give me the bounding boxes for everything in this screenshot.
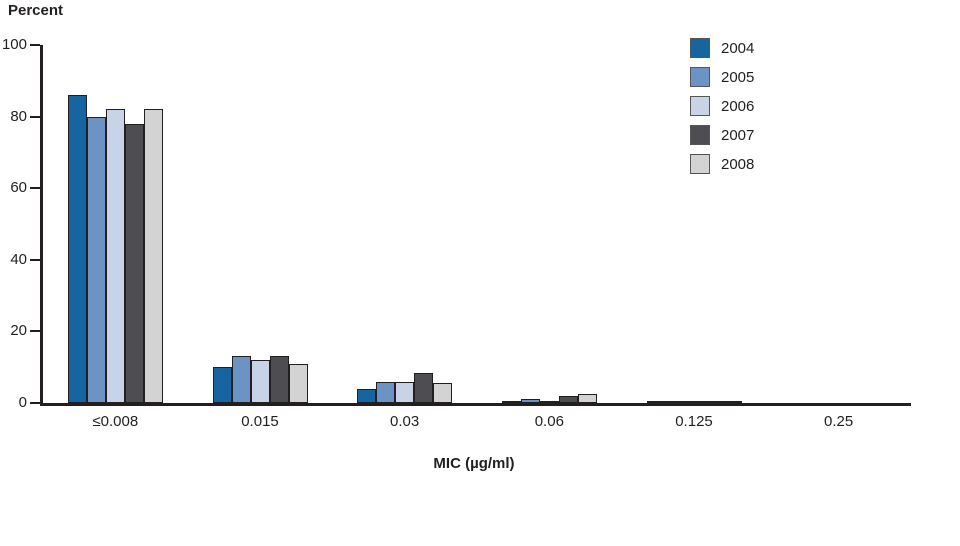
bar-group (501, 394, 597, 403)
bar-2006 (105, 109, 125, 403)
bar-2006 (395, 382, 415, 403)
bar-2004 (501, 401, 521, 403)
legend-label: 2007 (721, 126, 755, 144)
x-tick-label: 0.06 (534, 413, 564, 430)
y-tick-mark (30, 115, 40, 118)
y-tick-label: 0 (18, 394, 27, 411)
bar-2008 (433, 383, 453, 403)
y-tick-label: 60 (10, 179, 27, 197)
bar-group (357, 373, 453, 403)
legend-swatch-icon (690, 125, 710, 145)
bar-2007 (414, 373, 434, 403)
bar-2004 (67, 95, 87, 403)
x-axis-label: MIC (µg/ml) (433, 455, 515, 472)
legend-item: 2008 (690, 154, 754, 174)
x-tick-label: 0.125 (675, 413, 713, 430)
legend-item: 2006 (690, 96, 754, 116)
bar-2006 (684, 401, 704, 403)
bar-2005 (665, 401, 685, 403)
bar-2005 (86, 117, 106, 403)
bar-2007 (558, 396, 578, 403)
bar-2006 (539, 401, 559, 403)
bar-2007 (124, 124, 144, 403)
x-tick-label: ≤0.008 (92, 413, 139, 430)
legend-label: 2008 (721, 155, 755, 173)
bar-group (212, 356, 308, 403)
y-tick-label: 80 (10, 107, 27, 125)
bar-2005 (520, 399, 540, 403)
bar-2005 (231, 356, 251, 403)
bar-2005 (376, 382, 396, 403)
legend-swatch-icon (690, 38, 710, 58)
bar-2007 (703, 401, 723, 403)
y-tick-mark (30, 44, 40, 46)
x-tick-label: 0.25 (824, 413, 854, 430)
y-tick-mark (30, 258, 40, 261)
legend-swatch-icon (690, 154, 710, 174)
legend-item: 2004 (690, 38, 754, 58)
legend-item: 2007 (690, 125, 754, 145)
legend-swatch-icon (690, 96, 710, 116)
bar-2006 (250, 360, 270, 403)
bar-2007 (269, 356, 289, 403)
y-tick-label: 100 (1, 36, 27, 53)
legend-label: 2004 (721, 39, 755, 57)
bar-2008 (288, 364, 308, 403)
x-tick-label: 0.015 (241, 413, 279, 430)
plot-area: 0 20 40 60 80 100 ≤0.008 0.015 0.03 0.06 0.125 0.25 (2, 37, 911, 430)
legend-label: 2006 (721, 97, 755, 115)
legend-item: 2005 (690, 67, 754, 87)
bar-group (67, 95, 163, 403)
bar-2004 (357, 389, 377, 403)
legend-label: 2005 (721, 68, 755, 86)
y-tick-label: 20 (10, 322, 27, 340)
bar-group (646, 401, 742, 403)
bar-2008 (577, 394, 597, 403)
bar-2008 (722, 401, 742, 403)
chart-title: Percent (8, 2, 64, 19)
bar-2004 (646, 401, 666, 403)
y-tick-mark (30, 187, 40, 190)
legend-swatch-icon (690, 67, 710, 87)
bar-2008 (143, 109, 163, 403)
y-tick-mark (30, 402, 40, 404)
y-tick-mark (30, 330, 40, 333)
bar-2004 (212, 367, 232, 403)
x-tick-label: 0.03 (390, 413, 420, 430)
legend: 2004 2005 2006 2007 2008 (690, 38, 754, 183)
y-tick-label: 40 (10, 250, 27, 268)
